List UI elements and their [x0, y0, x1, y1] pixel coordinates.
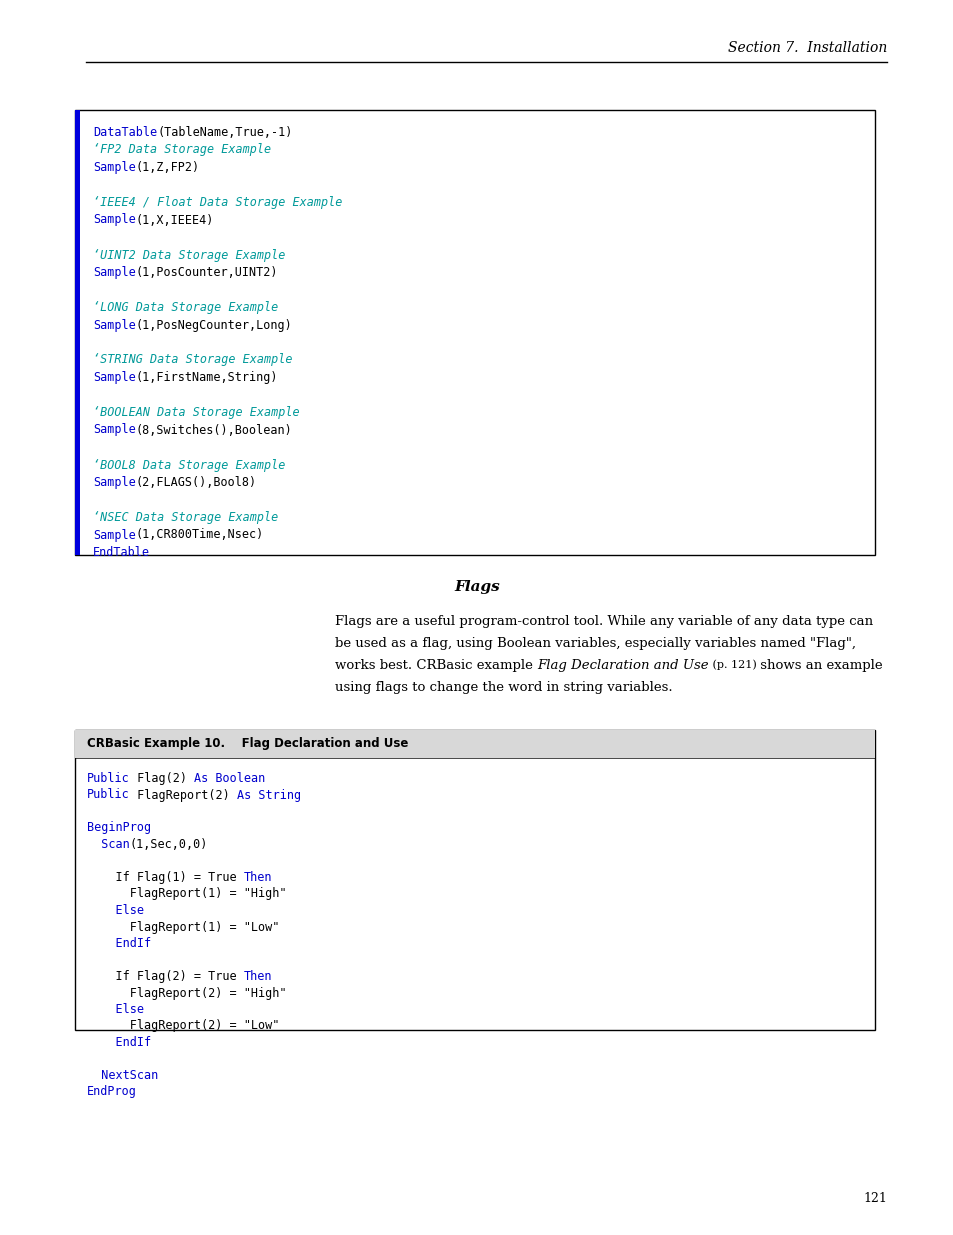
Text: (8,Switches(),Boolean): (8,Switches(),Boolean) — [135, 424, 293, 436]
Bar — [75, 730, 874, 1030]
Text: Sample: Sample — [92, 529, 135, 541]
Text: FlagReport(2) = "Low": FlagReport(2) = "Low" — [87, 1020, 279, 1032]
Text: If Flag(1) = True: If Flag(1) = True — [87, 871, 244, 884]
Text: ‘BOOL8 Data Storage Example: ‘BOOL8 Data Storage Example — [92, 458, 285, 472]
Text: Flag Declaration and Use: Flag Declaration and Use — [537, 659, 708, 672]
Text: BeginProg: BeginProg — [87, 821, 151, 835]
Text: DataTable: DataTable — [92, 126, 157, 140]
Bar — [75, 730, 874, 758]
Text: Flag(2): Flag(2) — [130, 772, 193, 785]
Text: Sample: Sample — [92, 161, 135, 174]
Text: Then: Then — [244, 969, 272, 983]
Text: works best. CRBasic example: works best. CRBasic example — [335, 659, 537, 672]
Bar — [75, 110, 874, 555]
Text: (2,FLAGS(),Bool8): (2,FLAGS(),Bool8) — [135, 475, 256, 489]
Text: (TableName,True,-1): (TableName,True,-1) — [157, 126, 293, 140]
Text: (1,Z,FP2): (1,Z,FP2) — [135, 161, 200, 174]
Text: (1,CR800Time,Nsec): (1,CR800Time,Nsec) — [135, 529, 264, 541]
Text: Scan: Scan — [87, 839, 130, 851]
Text: As String: As String — [236, 788, 300, 802]
Text: FlagReport(1) = "Low": FlagReport(1) = "Low" — [87, 920, 279, 934]
Text: ‘FP2 Data Storage Example: ‘FP2 Data Storage Example — [92, 143, 271, 157]
Text: Then: Then — [244, 871, 272, 884]
Text: Flags: Flags — [454, 580, 499, 594]
Text: FlagReport(1) = "High": FlagReport(1) = "High" — [87, 888, 286, 900]
Text: Public: Public — [87, 788, 130, 802]
Text: (p. 121): (p. 121) — [708, 659, 756, 669]
Text: Sample: Sample — [92, 424, 135, 436]
Text: (1,PosCounter,UINT2): (1,PosCounter,UINT2) — [135, 266, 278, 279]
Text: NextScan: NextScan — [87, 1070, 158, 1082]
Text: Flags are a useful program-control tool. While any variable of any data type can: Flags are a useful program-control tool.… — [335, 615, 872, 629]
Text: 121: 121 — [862, 1192, 886, 1205]
Text: ‘UINT2 Data Storage Example: ‘UINT2 Data Storage Example — [92, 248, 285, 262]
Text: be used as a flag, using Boolean variables, especially variables named "Flag",: be used as a flag, using Boolean variabl… — [335, 637, 855, 650]
Text: EndIf: EndIf — [87, 1036, 151, 1049]
Text: FlagReport(2) = "High": FlagReport(2) = "High" — [87, 987, 286, 999]
Text: Sample: Sample — [92, 266, 135, 279]
Text: Public: Public — [87, 772, 130, 785]
Text: Sample: Sample — [92, 319, 135, 331]
Text: Section 7.  Installation: Section 7. Installation — [727, 41, 886, 56]
Text: (1,FirstName,String): (1,FirstName,String) — [135, 370, 278, 384]
Text: ‘IEEE4 / Float Data Storage Example: ‘IEEE4 / Float Data Storage Example — [92, 196, 342, 209]
Text: ‘LONG Data Storage Example: ‘LONG Data Storage Example — [92, 301, 278, 314]
Text: ‘BOOLEAN Data Storage Example: ‘BOOLEAN Data Storage Example — [92, 406, 299, 419]
Text: Sample: Sample — [92, 214, 135, 226]
Text: shows an example: shows an example — [756, 659, 882, 672]
Text: using flags to change the word in string variables.: using flags to change the word in string… — [335, 680, 672, 694]
Text: As Boolean: As Boolean — [193, 772, 265, 785]
Text: EndProg: EndProg — [87, 1086, 136, 1098]
Text: EndTable: EndTable — [92, 546, 150, 559]
Text: Else: Else — [87, 1003, 144, 1016]
Text: Sample: Sample — [92, 370, 135, 384]
Text: (1,X,IEEE4): (1,X,IEEE4) — [135, 214, 213, 226]
Text: (1,PosNegCounter,Long): (1,PosNegCounter,Long) — [135, 319, 293, 331]
Text: Else: Else — [87, 904, 144, 918]
Text: ‘STRING Data Storage Example: ‘STRING Data Storage Example — [92, 353, 293, 367]
Text: EndIf: EndIf — [87, 937, 151, 950]
Text: If Flag(2) = True: If Flag(2) = True — [87, 969, 244, 983]
Text: Sample: Sample — [92, 475, 135, 489]
Text: FlagReport(2): FlagReport(2) — [130, 788, 236, 802]
Text: ‘NSEC Data Storage Example: ‘NSEC Data Storage Example — [92, 511, 278, 524]
Text: (1,Sec,0,0): (1,Sec,0,0) — [130, 839, 208, 851]
Text: CRBasic Example 10.    Flag Declaration and Use: CRBasic Example 10. Flag Declaration and… — [87, 737, 408, 751]
Bar — [75, 110, 80, 555]
